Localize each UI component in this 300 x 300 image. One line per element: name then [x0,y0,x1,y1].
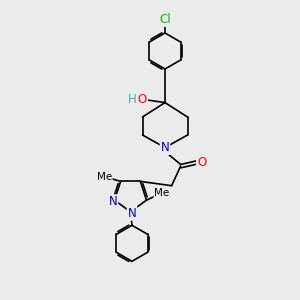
Text: N: N [128,207,136,220]
Text: H: H [128,93,136,106]
Text: Cl: Cl [159,13,171,26]
Text: Me: Me [154,188,170,198]
Text: Me: Me [97,172,112,182]
Text: O: O [197,156,206,169]
Text: O: O [137,93,146,106]
Text: N: N [109,195,117,208]
Text: N: N [160,141,169,154]
